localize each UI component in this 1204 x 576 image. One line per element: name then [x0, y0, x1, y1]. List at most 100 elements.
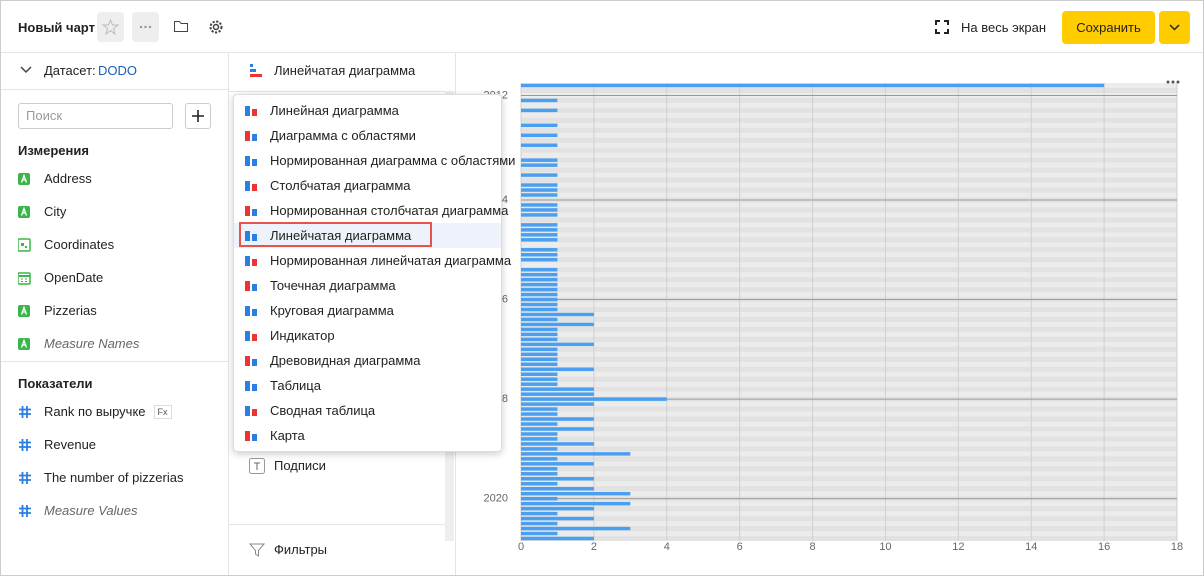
menu-item[interactable]: Круговая диаграмма [244, 298, 394, 323]
bar [521, 312, 594, 317]
bar [521, 531, 558, 536]
measure-item[interactable]: Rank по выручке [44, 404, 146, 419]
row-stripe [521, 117, 1177, 123]
menu-item-label: Нормированная диаграмма с областями [270, 153, 516, 168]
bar [521, 123, 558, 128]
x-tick-label: 4 [664, 541, 670, 553]
menu-item[interactable]: Древовидная диаграмма [244, 348, 420, 373]
menu-item[interactable]: Нормированная линейчатая диаграмма [244, 248, 511, 273]
row-stripe [521, 466, 1177, 472]
menu-item[interactable]: Нормированная диаграмма с областями [244, 148, 515, 173]
chart-name: Новый чарт [18, 20, 95, 35]
menu-item[interactable]: Таблица [244, 373, 321, 398]
row-stripe [521, 426, 1177, 432]
dimension-item[interactable]: OpenDate [44, 270, 104, 285]
more-button[interactable] [132, 12, 159, 42]
dimensions-title: Измерения [18, 143, 89, 158]
row-stripe [521, 237, 1177, 243]
folder-button[interactable] [173, 19, 189, 33]
collapse-icon[interactable] [19, 65, 33, 75]
row-stripe [521, 486, 1177, 492]
bar [521, 238, 558, 242]
row-stripe [521, 187, 1177, 193]
row-stripe [521, 157, 1177, 163]
bar [521, 173, 558, 177]
measure-item[interactable]: Measure Values [44, 503, 138, 518]
row-stripe [521, 526, 1177, 532]
menu-item-label: Нормированная столбчатая диаграмма [270, 203, 509, 218]
menu-item[interactable]: Диаграмма с областями [244, 123, 416, 148]
dimension-item[interactable]: City [44, 204, 67, 219]
bar [521, 501, 631, 506]
menu-item[interactable]: Сводная таблица [244, 398, 375, 423]
bar [521, 143, 558, 147]
menu-icon [245, 330, 257, 341]
search-input[interactable]: Поиск [18, 103, 173, 129]
row-stripe [521, 287, 1177, 293]
menu-item-label: Древовидная диаграмма [270, 353, 421, 368]
menu-item[interactable]: Линейная диаграмма [244, 98, 399, 123]
dimension-item[interactable]: Pizzerias [44, 303, 97, 318]
labels-section: Подписи [274, 458, 326, 473]
settings-button[interactable] [207, 18, 225, 36]
bar [521, 253, 558, 257]
measure-item[interactable]: Revenue [44, 437, 97, 452]
chart-type-selector[interactable]: Линейчатая диаграмма [274, 63, 416, 78]
bar [521, 322, 594, 327]
bar [521, 521, 558, 526]
bar [521, 203, 558, 207]
dimension-item[interactable]: Address [44, 171, 92, 186]
x-tick-label: 0 [518, 541, 524, 553]
menu-item[interactable]: Карта [244, 423, 305, 448]
dimension-item[interactable]: Coordinates [44, 237, 115, 252]
row-stripe [521, 436, 1177, 442]
row-stripe [521, 217, 1177, 223]
menu-icon [245, 105, 257, 116]
menu-icon [245, 380, 257, 391]
chart-menu[interactable] [1165, 79, 1181, 85]
favorite-button[interactable] [97, 12, 124, 42]
menu-icon [245, 205, 257, 216]
row-stripe [521, 416, 1177, 422]
menu-item[interactable]: Линейчатая диаграмма [234, 222, 501, 248]
fullscreen-button[interactable]: На весь экран [961, 20, 1047, 35]
bar [521, 183, 558, 187]
divider [1, 361, 228, 362]
add-button[interactable] [185, 103, 211, 129]
measure-item[interactable]: The number of pizzerias [44, 470, 184, 485]
row-stripe [521, 336, 1177, 342]
fullscreen-icon [935, 20, 949, 34]
bar [521, 486, 594, 491]
row-stripe [521, 366, 1177, 372]
menu-item[interactable]: Нормированная столбчатая диаграмма [244, 198, 508, 223]
menu-item[interactable]: Индикатор [244, 323, 335, 348]
bar [521, 213, 558, 217]
menu-item-label: Индикатор [270, 328, 335, 343]
bar [521, 382, 558, 386]
save-dropdown[interactable] [1159, 11, 1190, 44]
bar [521, 506, 594, 511]
save-button[interactable]: Сохранить [1062, 11, 1155, 44]
menu-icon [245, 355, 257, 366]
formula-badge: Fx [153, 404, 172, 419]
dimension-item[interactable]: Measure Names [44, 336, 140, 351]
menu-item-label: Диаграмма с областями [270, 128, 416, 143]
bar [521, 272, 558, 277]
menu-icon [245, 130, 257, 141]
bar [521, 332, 558, 337]
menu-item[interactable]: Столбчатая диаграмма [244, 173, 411, 198]
dataset-name[interactable]: DODO [98, 63, 137, 78]
string-icon [18, 304, 30, 317]
bar [521, 282, 558, 287]
bar [521, 372, 558, 376]
row-stripe [521, 167, 1177, 173]
bar [521, 496, 558, 501]
bar [521, 462, 594, 466]
menu-icon [245, 405, 257, 416]
bar [521, 233, 558, 237]
menu-icon [245, 180, 257, 191]
menu-item-label: Таблица [270, 378, 321, 393]
menu-item[interactable]: Точечная диаграмма [244, 273, 396, 298]
row-stripe [521, 446, 1177, 452]
menu-item-label: Линейчатая диаграмма [270, 228, 412, 243]
